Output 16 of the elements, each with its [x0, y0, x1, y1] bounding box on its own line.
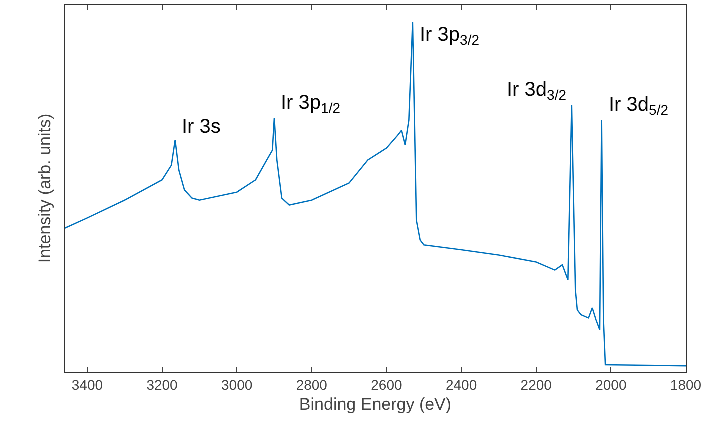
x-tick-label: 3000 — [222, 376, 253, 393]
annotation: Ir 3p$_{3/2}$ — [420, 24, 480, 48]
x-tick-label: 3200 — [146, 376, 178, 393]
x-tick-label: 2000 — [596, 376, 627, 393]
x-tick-label: 2800 — [296, 376, 328, 393]
annotation: Ir 3s — [182, 116, 221, 138]
annotation: Ir 3p$_{1/2}$ — [281, 92, 341, 116]
x-tick-label: 3400 — [72, 376, 104, 393]
annotation: Ir 3d$_{5/2}$ — [609, 94, 669, 118]
x-tick-label: 2200 — [520, 376, 552, 393]
x-tick-label: 2400 — [446, 376, 478, 393]
x-tick-label: 2600 — [371, 376, 402, 393]
y-axis-title: Intensity (arb. units) — [36, 114, 55, 264]
x-axis-title: Binding Energy (eV) — [299, 395, 452, 414]
annotation: Ir 3d$_{3/2}$ — [507, 79, 567, 104]
x-tick-label: 1800 — [670, 376, 702, 393]
